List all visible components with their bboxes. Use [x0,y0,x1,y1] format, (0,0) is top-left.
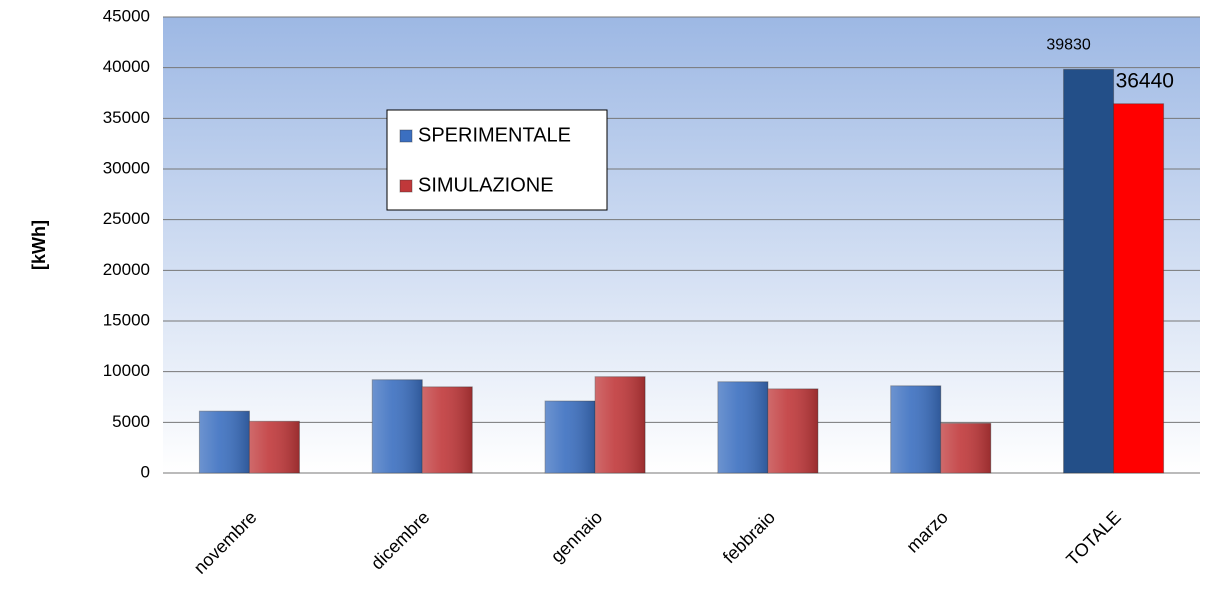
x-tick-label: dicembre [367,507,433,573]
y-tick-label: 10000 [103,361,150,380]
bar [248,420,300,474]
legend-swatch [399,129,413,143]
y-tick-label: 30000 [103,158,150,177]
x-tick-label: febbraio [719,507,779,567]
x-tick-label: gennaio [547,507,606,566]
bar [371,379,423,474]
bar [1063,68,1115,474]
x-tick-label: marzo [902,507,952,557]
y-tick-label: 5000 [112,412,150,431]
bar [717,381,769,474]
data-label: 36440 [1116,69,1174,92]
y-tick-label: 45000 [103,6,150,25]
bar [421,386,473,474]
y-tick-label: 35000 [103,108,150,127]
y-axis-label: [kWh] [29,220,49,270]
bar [767,388,819,474]
x-tick-label: TOTALE [1062,507,1124,569]
y-tick-label: 25000 [103,209,150,228]
y-tick-label: 15000 [103,310,150,329]
bar [940,422,992,474]
y-tick-label: 20000 [103,260,150,279]
bar [544,400,596,474]
legend-box [386,109,608,211]
bar [890,385,942,474]
bar [198,410,250,474]
y-tick-label: 40000 [103,57,150,76]
bar [1113,103,1165,474]
plot-area [163,17,1200,473]
bar [594,376,646,474]
legend-label: SIMULAZIONE [418,174,554,196]
legend-label: SPERIMENTALE [418,124,571,146]
legend-swatch [399,179,413,193]
y-tick-label: 0 [141,462,150,481]
data-label: 39830 [1046,37,1091,54]
x-tick-label: novembre [190,507,261,578]
